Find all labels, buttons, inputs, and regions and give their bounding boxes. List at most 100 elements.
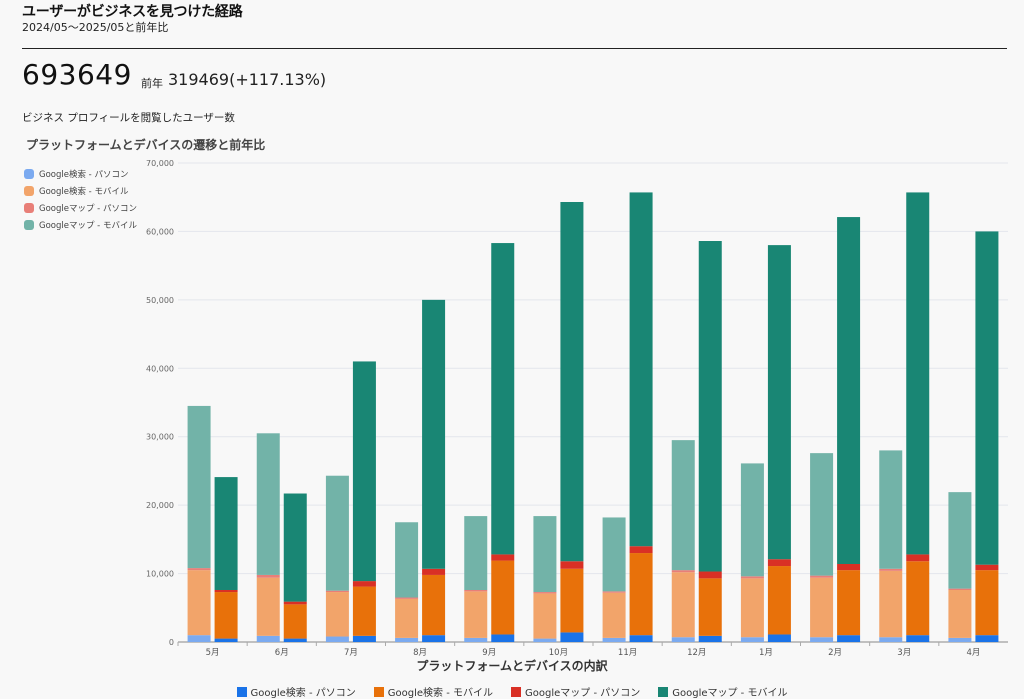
bar-prev-year-search-pc [671, 637, 695, 642]
bar-prev-year-maps-mobile [256, 433, 280, 575]
legend-bottom-item[interactable]: Googleマップ - パソコン [511, 684, 640, 699]
bar-current-year-maps-mobile [491, 243, 515, 555]
bar-prev-year-search-mobile [810, 577, 834, 638]
legend-swatch [236, 686, 247, 697]
bar-prev-year-maps-mobile [187, 405, 211, 569]
bar-prev-year-search-pc [740, 637, 764, 642]
previous-year-value: 319469(+117.13%) [168, 70, 327, 89]
legend-top-item[interactable]: Googleマップ - パソコン [24, 199, 137, 216]
bar-prev-year-search-mobile [187, 570, 211, 636]
bar-current-year-search-pc [767, 634, 791, 642]
legend-bottom: Google検索 - パソコン Google検索 - モバイル Googleマッ… [0, 684, 1024, 699]
x-tick-label: 4月 [966, 648, 980, 658]
bar-current-year-maps-pc [560, 561, 584, 569]
bar-current-year-maps-pc [837, 563, 861, 571]
bar-current-year-maps-pc [214, 589, 238, 593]
bar-prev-year-search-pc [325, 636, 349, 642]
bar-prev-year-maps-mobile [810, 453, 834, 576]
legend-top: Google検索 - パソコン Google検索 - モバイル Googleマッ… [24, 165, 137, 233]
bar-current-year-search-pc [214, 638, 238, 642]
bar-prev-year-maps-mobile [464, 516, 488, 590]
bar-prev-year-search-mobile [533, 593, 557, 639]
legend-top-item[interactable]: Google検索 - モバイル [24, 182, 137, 199]
bar-current-year-search-pc [698, 635, 722, 642]
bar-prev-year-search-pc [810, 637, 834, 642]
legend-label: Google検索 - モバイル [39, 186, 129, 197]
bar-current-year-maps-mobile [975, 231, 999, 565]
y-tick-label: 0 [169, 638, 174, 647]
bar-prev-year-search-mobile [395, 598, 419, 638]
legend-swatch [24, 185, 34, 196]
bar-current-year-search-mobile [214, 592, 238, 639]
bar-current-year-search-pc [975, 635, 999, 642]
bar-current-year-maps-mobile [837, 217, 861, 564]
total-users-value: 693649 [22, 58, 132, 91]
report-period: 2024/05〜2025/05と前年比 [22, 21, 169, 34]
bar-current-year-search-mobile [975, 570, 999, 636]
y-tick-label: 30,000 [146, 433, 174, 442]
bar-current-year-search-pc [283, 638, 307, 642]
bar-current-year-maps-mobile [906, 192, 930, 555]
bar-prev-year-maps-pc [395, 597, 419, 599]
bar-prev-year-search-mobile [671, 572, 695, 638]
bar-current-year-maps-mobile [698, 241, 722, 572]
bar-current-year-search-mobile [283, 604, 307, 639]
y-tick-label: 10,000 [146, 570, 174, 579]
bar-prev-year-search-pc [395, 637, 419, 642]
bar-current-year-search-pc [629, 635, 653, 642]
bar-prev-year-maps-pc [948, 588, 972, 590]
legend-top-item[interactable]: Googleマップ - モバイル [24, 216, 137, 233]
bar-prev-year-maps-pc [325, 590, 349, 593]
bar-current-year-maps-pc [491, 554, 515, 561]
legend-label: Googleマップ - パソコン [525, 688, 641, 699]
bar-prev-year-maps-pc [810, 575, 834, 578]
bar-prev-year-search-pc [256, 635, 280, 642]
bar-prev-year-maps-mobile [602, 517, 626, 592]
bar-prev-year-maps-mobile [740, 463, 764, 577]
x-axis-title: プラットフォームとデバイスの内訳 [416, 659, 608, 673]
x-tick-label: 1月 [759, 648, 773, 658]
y-tick-label: 50,000 [146, 296, 174, 305]
y-tick-label: 40,000 [146, 364, 174, 373]
bar-current-year-maps-mobile [283, 493, 307, 602]
bar-current-year-search-pc [422, 635, 446, 642]
legend-swatch [373, 686, 384, 697]
x-tick-label: 6月 [275, 648, 289, 658]
y-tick-label: 70,000 [146, 159, 174, 168]
header-divider [22, 48, 1007, 49]
bar-prev-year-maps-mobile [948, 492, 972, 589]
x-tick-label: 7月 [344, 648, 358, 658]
bar-prev-year-maps-pc [256, 574, 280, 578]
bar-current-year-search-mobile [629, 553, 653, 636]
legend-label: Google検索 - パソコン [250, 688, 356, 699]
bar-current-year-search-mobile [767, 566, 791, 635]
legend-bottom-item[interactable]: Google検索 - パソコン [236, 684, 356, 699]
legend-swatch [24, 202, 34, 213]
bar-prev-year-maps-pc [671, 570, 695, 573]
legend-label: Google検索 - パソコン [39, 169, 129, 180]
legend-top-item[interactable]: Google検索 - パソコン [24, 165, 137, 182]
bar-current-year-maps-pc [906, 554, 930, 562]
bar-current-year-search-mobile [560, 568, 584, 633]
bar-current-year-search-mobile [352, 586, 376, 636]
bar-prev-year-search-pc [187, 635, 211, 642]
legend-label: Googleマップ - パソコン [39, 203, 137, 214]
report-title: ユーザーがビジネスを見つけた経路 [22, 4, 243, 20]
bar-current-year-maps-pc [975, 564, 999, 571]
bar-prev-year-maps-pc [533, 592, 557, 594]
legend-label: Googleマップ - モバイル [39, 220, 137, 231]
y-tick-label: 20,000 [146, 501, 174, 510]
legend-swatch [658, 686, 669, 697]
previous-year-label: 前年 [141, 77, 163, 90]
bar-current-year-maps-pc [698, 571, 722, 579]
bar-prev-year-search-pc [533, 638, 557, 642]
bar-prev-year-maps-pc [879, 568, 903, 571]
bar-current-year-maps-pc [629, 546, 653, 554]
bar-prev-year-maps-mobile [325, 475, 349, 591]
bar-prev-year-maps-pc [464, 589, 488, 592]
legend-bottom-item[interactable]: Googleマップ - モバイル [658, 684, 787, 699]
legend-bottom-item[interactable]: Google検索 - モバイル [373, 684, 493, 699]
bar-current-year-maps-mobile [422, 299, 446, 569]
y-tick-label: 60,000 [146, 227, 174, 236]
bar-current-year-search-mobile [422, 574, 446, 636]
